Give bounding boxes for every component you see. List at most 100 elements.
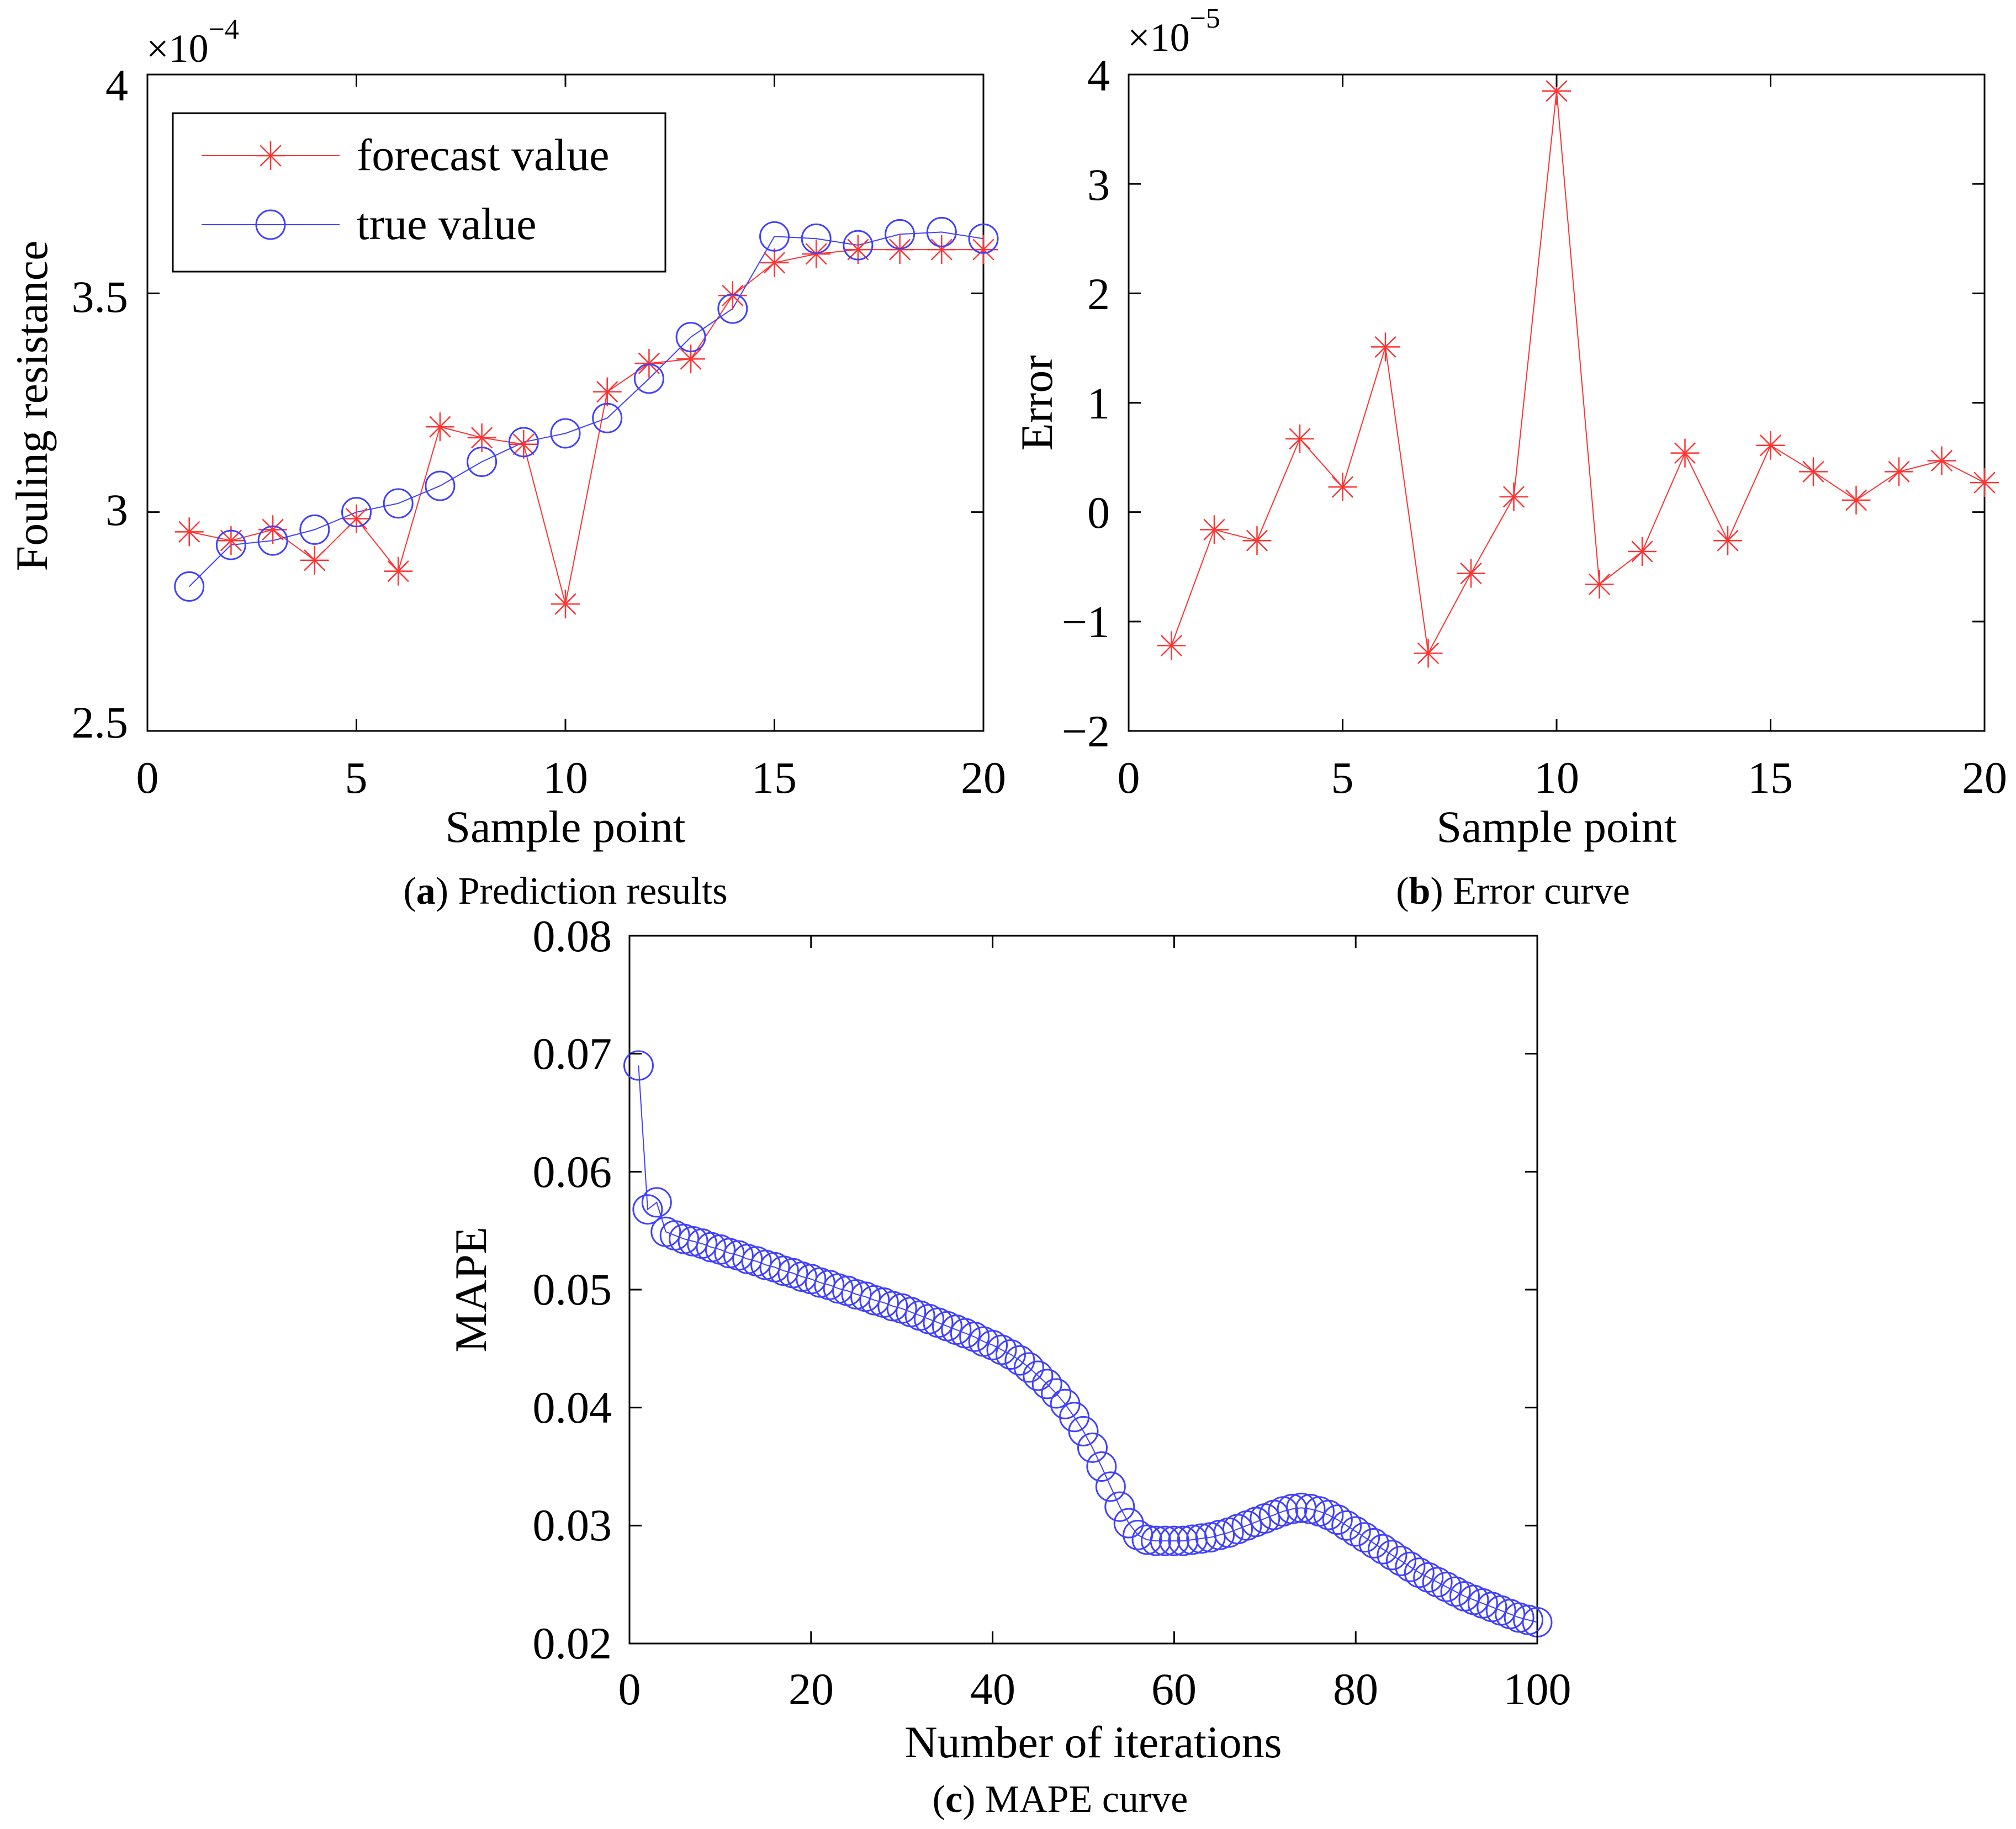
panel-a-prediction-results: 0 5 10 15 20 2.5 3 3.5 4 ×10−4 Sample po… <box>7 14 1006 913</box>
b-data-point-asterisk <box>1242 526 1272 555</box>
a-data-point-asterisk <box>843 235 872 264</box>
c-ytick-label: 0.03 <box>533 1500 612 1550</box>
a-data-point-circle <box>341 497 372 528</box>
c-data-point-circle <box>1422 1567 1453 1598</box>
c-caption: (c) MAPE curve <box>933 1778 1188 1821</box>
c-data-point-circle <box>1368 1534 1399 1565</box>
b-data-point-asterisk <box>1885 457 1913 486</box>
b-data-point-asterisk <box>1285 424 1314 453</box>
b-data-point-asterisk <box>1927 446 1956 475</box>
a-series-line-1 <box>188 231 984 587</box>
c-series-line-0 <box>638 1065 1538 1623</box>
b-caption-text: Error curve <box>1443 870 1630 913</box>
a-caption: (a) Prediction results <box>403 870 727 913</box>
c-data-point-circle <box>1013 1352 1044 1383</box>
c-data-point-circle <box>1404 1557 1435 1588</box>
b-data-point-asterisk <box>1371 332 1400 362</box>
a-data-point-circle <box>885 219 916 250</box>
a-data-point-circle <box>257 525 288 556</box>
c-x-tick-labels: 0 20 40 60 80 100 <box>618 1664 1571 1714</box>
b-x-tick-labels: 0 5 10 15 20 <box>1118 752 2008 803</box>
a-data-point-circle <box>675 322 706 353</box>
a-xtick-label: 5 <box>345 752 368 803</box>
a-y-exponent: −4 <box>209 14 239 45</box>
c-ytick-label: 0.06 <box>533 1147 612 1197</box>
c-data-point-circle <box>1041 1378 1072 1409</box>
c-data-point-circle <box>1068 1416 1099 1446</box>
a-data-point-asterisk <box>634 349 664 378</box>
a-y-tick-marks <box>147 73 983 732</box>
c-data-point-circle <box>1113 1508 1144 1539</box>
c-data-point-circle <box>977 1329 1008 1360</box>
b-ytick-label: −2 <box>1062 706 1110 756</box>
c-data-point-circle <box>1277 1493 1308 1524</box>
a-data-point-circle <box>174 571 205 602</box>
c-data-point-circle <box>1413 1562 1444 1593</box>
c-data-point-circle <box>995 1339 1026 1370</box>
a-data-point-asterisk <box>676 344 706 374</box>
a-data-point-asterisk <box>927 235 956 264</box>
c-data-point-circle <box>1395 1551 1426 1582</box>
b-data-point-asterisk <box>1670 438 1700 468</box>
c-data-point-circle <box>1168 1525 1199 1556</box>
a-ytick-label: 4 <box>105 60 128 110</box>
c-data-point-circle <box>1023 1360 1054 1391</box>
c-data-point-circle <box>1385 1545 1416 1576</box>
c-data-point-circle <box>1350 1522 1380 1553</box>
c-caption-text: MAPE curve <box>975 1778 1188 1821</box>
a-ytick-label: 3.5 <box>72 272 129 322</box>
a-data-point-asterisk <box>592 377 622 406</box>
b-data-point-asterisk <box>1200 515 1229 544</box>
a-x-tick-labels: 0 5 10 15 20 <box>136 752 1007 803</box>
a-y-tick-labels: 2.5 3 3.5 4 <box>72 60 129 747</box>
c-data-point-circle <box>1004 1345 1035 1376</box>
b-data-point-asterisk <box>1842 485 1871 515</box>
c-caption-letter: c <box>945 1778 962 1821</box>
b-series-line-0 <box>1171 91 1985 655</box>
panel-b-error-curve: 0 5 10 15 20 −2 −1 0 1 2 3 4 ×10−5 Sampl… <box>1012 3 2007 913</box>
c-data-point-circle <box>1322 1504 1353 1535</box>
c-ytick-label: 0.07 <box>533 1029 612 1079</box>
c-data-point-circle <box>1431 1571 1462 1602</box>
a-series-lines <box>188 231 984 605</box>
b-data-point-asterisk <box>1328 473 1357 502</box>
b-y-exponent: −5 <box>1190 3 1220 34</box>
b-caption-letter: b <box>1409 870 1430 913</box>
c-data-point-circle <box>1086 1451 1117 1482</box>
c-xtick-label: 80 <box>1333 1664 1378 1714</box>
b-data-point-asterisk <box>1457 559 1485 588</box>
a-data-point-asterisk <box>760 248 789 277</box>
c-ytick-label: 0.04 <box>533 1382 612 1433</box>
a-data-point-circle <box>508 427 539 458</box>
legend-true-label: true value <box>357 199 537 249</box>
a-data-point-circle <box>215 529 246 560</box>
b-y-multiplier: ×10−5 <box>1128 3 1220 60</box>
c-data-point-circle <box>623 1050 654 1081</box>
a-series-markers <box>174 216 999 619</box>
a-ytick-label: 3 <box>105 485 128 535</box>
c-x-axis-label: Number of iterations <box>904 1717 1282 1767</box>
plot-frame-c <box>628 935 1538 1645</box>
b-data-point-asterisk <box>1157 631 1186 660</box>
a-xtick-label: 10 <box>543 752 588 803</box>
b-xtick-label: 15 <box>1748 752 1793 803</box>
a-data-point-circle <box>467 447 498 478</box>
c-data-point-circle <box>1141 1525 1172 1556</box>
c-series-lines <box>638 1065 1538 1623</box>
a-data-point-circle <box>383 488 414 519</box>
a-y-axis-label: Fouling resistance <box>7 241 57 571</box>
a-data-point-asterisk <box>174 517 204 547</box>
c-y-tick-labels: 0.02 0.03 0.04 0.05 0.06 0.07 0.08 <box>533 911 612 1668</box>
b-ytick-label: 3 <box>1087 160 1110 210</box>
a-series-line-0 <box>189 249 983 605</box>
a-y-multiplier-base: ×10 <box>146 26 209 71</box>
a-data-point-asterisk <box>342 504 371 533</box>
c-data-point-circle <box>1158 1525 1189 1556</box>
c-data-point-circle <box>1077 1432 1108 1463</box>
c-y-tick-marks <box>629 935 1537 1645</box>
a-ytick-label: 2.5 <box>72 697 129 747</box>
c-ytick-label: 0.02 <box>533 1618 612 1668</box>
c-data-point-circle <box>1358 1528 1389 1558</box>
c-data-point-circle <box>1131 1524 1162 1555</box>
b-ytick-label: 1 <box>1087 378 1110 428</box>
